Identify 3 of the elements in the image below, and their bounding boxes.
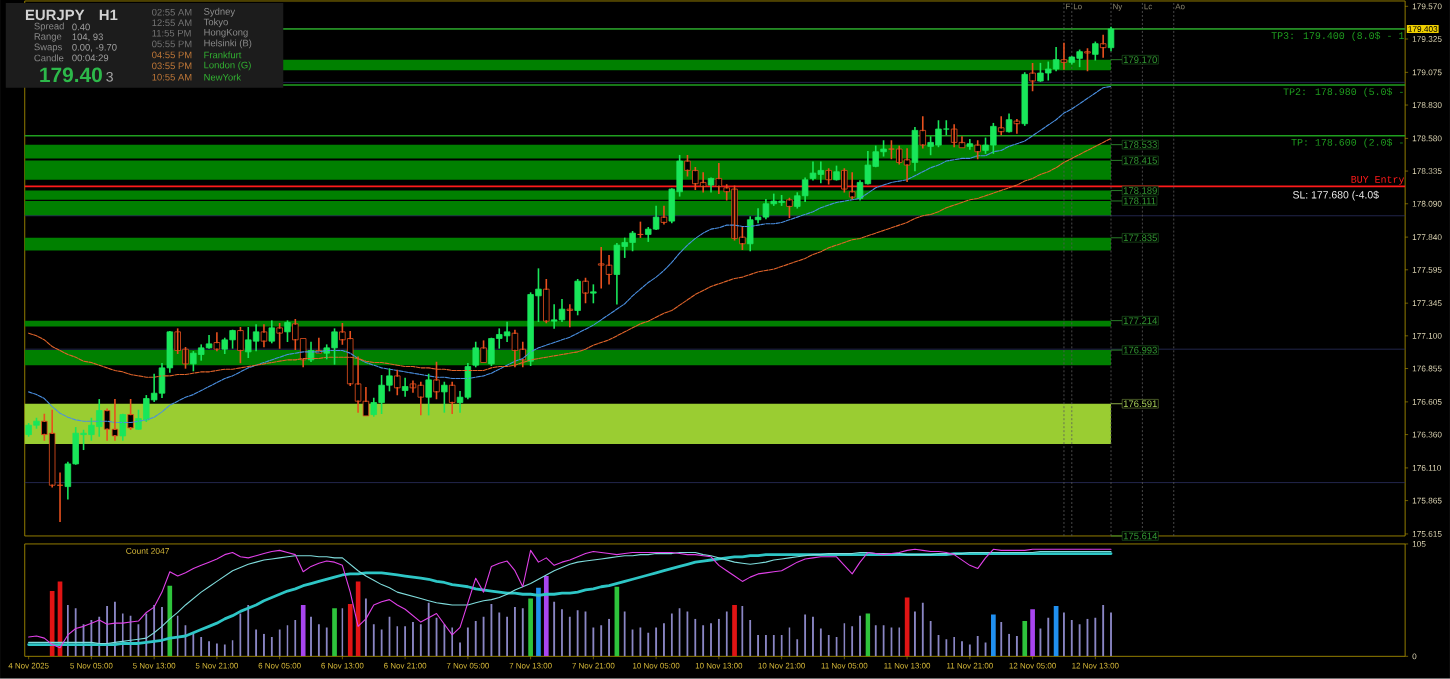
y-tick-label: 105 (1412, 541, 1426, 548)
annotation: Count 2047 (126, 548, 170, 555)
y-tick-label: 0 (1412, 653, 1417, 660)
